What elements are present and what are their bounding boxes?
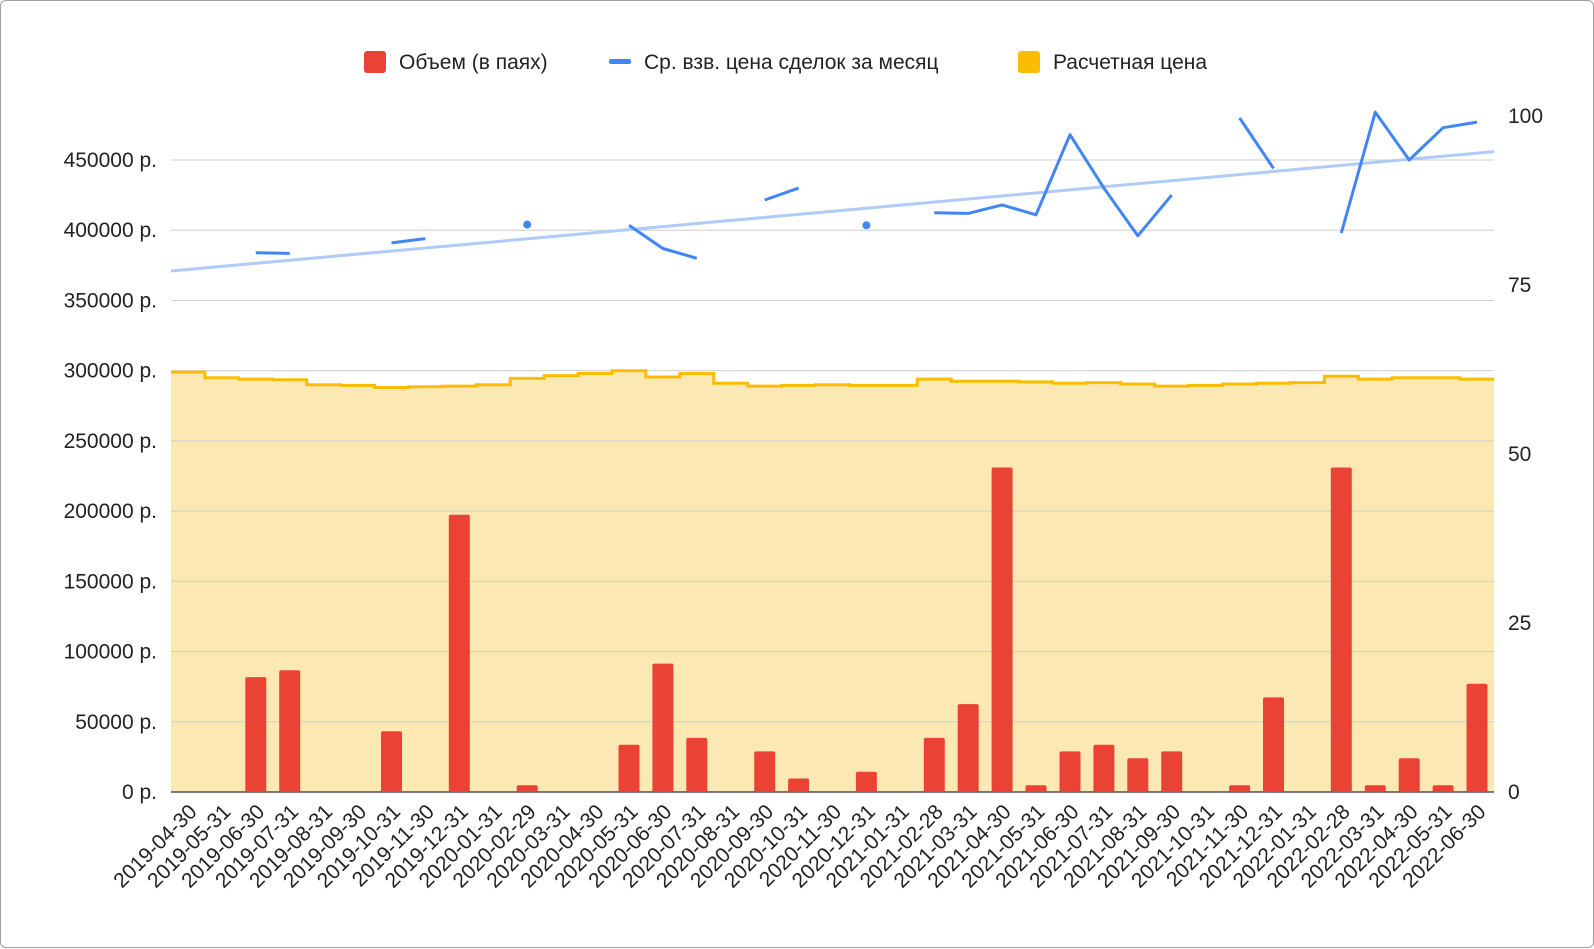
legend-swatch-1 bbox=[609, 59, 631, 64]
right-tick-label-4: 100 bbox=[1508, 105, 1543, 128]
volume-bar-22 bbox=[923, 737, 945, 792]
volume-bar-38 bbox=[1466, 683, 1488, 792]
trendline bbox=[170, 150, 1495, 273]
avg-price-line bbox=[255, 110, 1478, 260]
x-axis: 2019-04-302019-05-312019-06-302019-07-31… bbox=[109, 800, 1490, 892]
avg-price-segment bbox=[391, 237, 426, 245]
avg-price-segment bbox=[934, 133, 1173, 238]
left-tick-label-0: 0 р. bbox=[122, 781, 157, 804]
volume-bar-26 bbox=[1059, 751, 1081, 792]
legend-swatch-2 bbox=[1018, 51, 1040, 73]
estimated-price-step-line bbox=[171, 369, 1494, 389]
volume-bar-13 bbox=[618, 744, 640, 792]
volume-bars bbox=[245, 467, 1488, 792]
left-axis: 0 р. 50000 р. 100000 р. 150000 р. 200000 р. 2… bbox=[64, 149, 157, 804]
volume-bar-8 bbox=[448, 514, 470, 792]
volume-bar-32 bbox=[1263, 697, 1284, 792]
volume-bar-31 bbox=[1229, 785, 1251, 792]
right-axis: 0 25 50 75 100 bbox=[1508, 105, 1543, 804]
estimated-price-line bbox=[171, 369, 1494, 389]
legend: Объем (в паях) Ср. взв. цена сделок за ме… bbox=[364, 51, 1207, 74]
volume-bar-37 bbox=[1432, 785, 1454, 792]
legend-label-2: Расчетная цена bbox=[1053, 51, 1207, 74]
volume-bar-29 bbox=[1161, 751, 1183, 792]
avg-price-segment bbox=[1238, 117, 1275, 170]
volume-bar-15 bbox=[686, 737, 708, 792]
volume-bar-10 bbox=[516, 785, 538, 792]
volume-bar-14 bbox=[652, 663, 674, 792]
gridlines bbox=[171, 159, 1494, 793]
volume-bar-17 bbox=[754, 751, 776, 792]
left-tick-label-5: 250000 р. bbox=[64, 430, 157, 453]
volume-bar-35 bbox=[1364, 785, 1386, 792]
avg-price-segment bbox=[255, 251, 290, 255]
avg-price-segment bbox=[764, 186, 800, 202]
avg-price-point-20 bbox=[862, 221, 871, 230]
right-tick-label-1: 25 bbox=[1508, 612, 1531, 635]
left-tick-label-4: 200000 р. bbox=[64, 500, 157, 523]
volume-bar-25 bbox=[1025, 785, 1047, 792]
left-tick-label-2: 100000 р. bbox=[64, 641, 157, 664]
right-tick-label-2: 50 bbox=[1508, 443, 1531, 466]
left-tick-label-6: 300000 р. bbox=[64, 360, 157, 383]
left-tick-label-9: 450000 р. bbox=[64, 149, 157, 172]
right-tick-label-3: 75 bbox=[1508, 274, 1531, 297]
volume-bar-34 bbox=[1330, 467, 1352, 792]
left-tick-label-3: 150000 р. bbox=[64, 570, 157, 593]
legend-label-1: Ср. взв. цена сделок за месяц bbox=[644, 51, 939, 74]
avg-price-trendline bbox=[170, 150, 1495, 273]
volume-bar-2 bbox=[245, 677, 267, 792]
right-tick-label-0: 0 bbox=[1508, 781, 1520, 804]
volume-bar-27 bbox=[1093, 744, 1115, 792]
volume-bar-23 bbox=[957, 704, 979, 792]
left-tick-label-1: 50000 р. bbox=[75, 711, 157, 734]
volume-bar-36 bbox=[1398, 758, 1420, 792]
left-tick-label-8: 400000 р. bbox=[64, 219, 157, 242]
avg-price-point-10 bbox=[523, 220, 532, 229]
volume-bar-20 bbox=[855, 771, 877, 792]
avg-price-segment bbox=[628, 224, 698, 260]
left-tick-label-7: 350000 р. bbox=[64, 289, 157, 312]
legend-label-0: Объем (в паях) bbox=[399, 51, 548, 74]
volume-bar-3 bbox=[279, 670, 301, 792]
volume-bar-28 bbox=[1127, 758, 1149, 792]
volume-bar-24 bbox=[991, 467, 1013, 792]
volume-bar-6 bbox=[381, 731, 402, 792]
legend-swatch-0 bbox=[364, 51, 386, 73]
volume-bar-18 bbox=[788, 778, 810, 792]
avg-price-segment bbox=[1339, 110, 1478, 234]
